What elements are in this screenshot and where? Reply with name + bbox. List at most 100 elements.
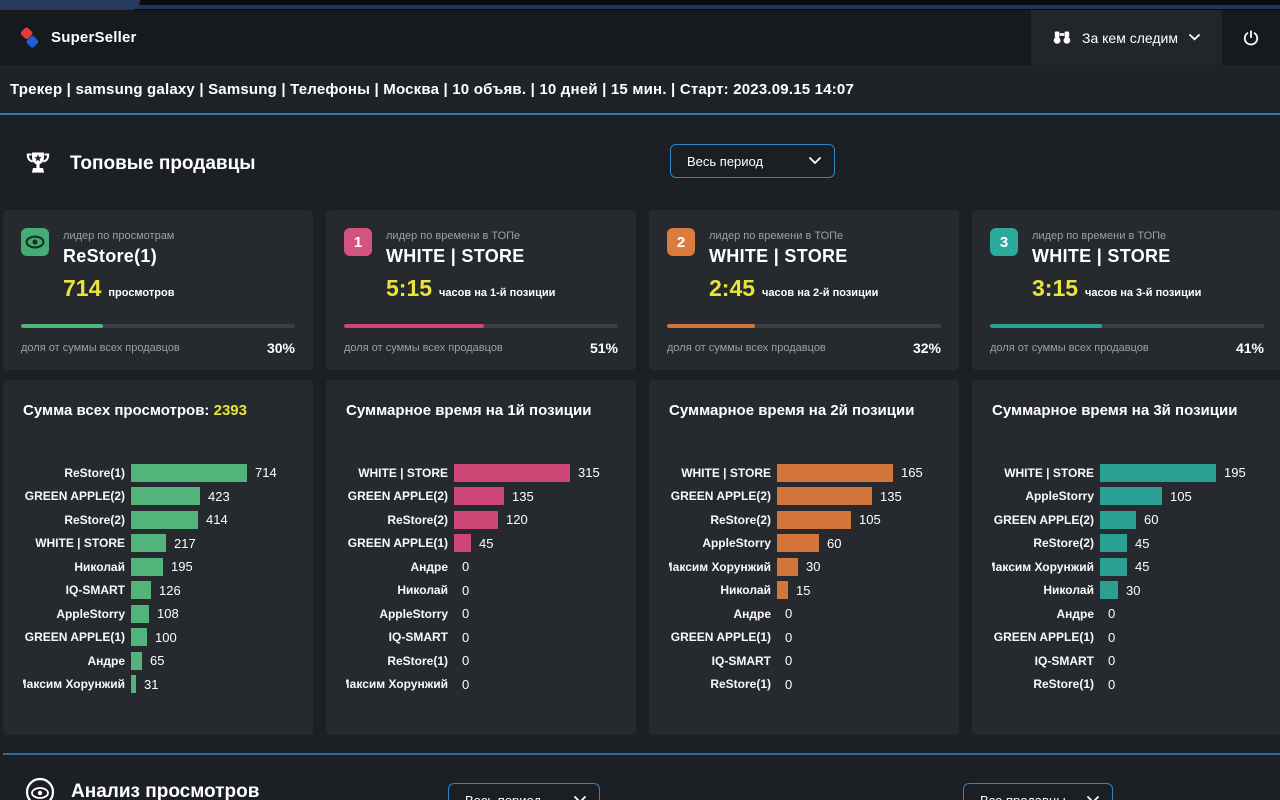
- leader-type-label: лидер по времени в ТОПе: [386, 230, 555, 242]
- brand[interactable]: SuperSeller: [0, 26, 137, 49]
- chart-row-label-text: ReStore(2): [1033, 536, 1094, 550]
- chart-card-1: Сумма всех просмотров: 2393ReStore(1)714…: [3, 380, 313, 735]
- chart-bar: [1100, 511, 1136, 529]
- power-icon: [1242, 29, 1260, 47]
- share-progress-track: [990, 324, 1264, 328]
- chart-row-label: ReStore(1): [669, 677, 771, 691]
- chart-title-text: Суммарное время на 1й позиции: [346, 402, 591, 419]
- analysis-sellers-select[interactable]: Все продавцы: [963, 783, 1113, 800]
- browser-toolbar-edge: [0, 5, 1280, 9]
- stat-card-top: 1лидер по времени в ТОПеWHITE | STORE5:1…: [344, 228, 618, 302]
- chart-row-label: Максим Хорунжий: [992, 560, 1094, 574]
- navbar-right: За кем следим: [1031, 10, 1280, 65]
- share-progress-fill: [21, 324, 103, 328]
- watch-menu-button[interactable]: За кем следим: [1031, 10, 1222, 65]
- chart-row-label-text: ReStore(1): [387, 654, 448, 668]
- binoculars-icon: [1053, 30, 1071, 45]
- chart-row-label-text: WHITE | STORE: [1004, 466, 1094, 480]
- chart-bar: [1100, 534, 1127, 552]
- chart-row-label-text: AppleStorry: [702, 536, 771, 550]
- chart-row-label-text: Андре: [733, 607, 771, 621]
- chart-row: Николай195: [23, 555, 293, 579]
- chart-bar-value: 0: [462, 583, 469, 598]
- breadcrumb-text: Трекер | samsung galaxy | Samsung | Теле…: [10, 81, 854, 98]
- chart-bar-value: 30: [1126, 583, 1140, 598]
- chart-bar-value: 0: [1108, 630, 1115, 645]
- browser-tab[interactable]: [0, 0, 140, 10]
- rank-3-badge-icon: 3: [990, 228, 1018, 256]
- chart-bar-value: 423: [208, 489, 230, 504]
- share-progress-track: [667, 324, 941, 328]
- chart-row-label: GREEN APPLE(2): [669, 489, 771, 503]
- chart-row-label-text: ReStore(1): [64, 466, 125, 480]
- period-select[interactable]: Весь период: [670, 144, 835, 178]
- chart-bar: [777, 581, 788, 599]
- chart-bar-value: 30: [806, 559, 820, 574]
- leader-value: 714: [63, 275, 101, 302]
- views-analysis-title: Анализ просмотров: [71, 781, 259, 800]
- chart-bar-value: 45: [1135, 536, 1149, 551]
- chart-row: Андре65: [23, 649, 293, 673]
- analysis-period-select[interactable]: Весь период: [448, 783, 600, 800]
- chart-row-label-text: Андре: [1056, 607, 1094, 621]
- period-select-value: Весь период: [687, 154, 763, 169]
- chart-row-label: Николай: [23, 560, 125, 574]
- chart-row-label-text: ReStore(1): [710, 677, 771, 691]
- chart-row-label: WHITE | STORE: [992, 466, 1094, 480]
- chart-row: Андре0: [346, 555, 616, 579]
- chart-bar-value: 315: [578, 465, 600, 480]
- chart-row-label: IQ-SMART: [669, 654, 771, 668]
- power-button[interactable]: [1222, 10, 1280, 65]
- chart-bar-value: 0: [785, 606, 792, 621]
- share-percent: 30%: [267, 340, 295, 356]
- top-sellers-section: Топовые продавцы Весь период лидер по пр…: [3, 141, 1280, 735]
- share-percent: 41%: [1236, 340, 1264, 356]
- chart-bar-value: 165: [901, 465, 923, 480]
- chart-row-label: Андре: [992, 607, 1094, 621]
- leader-seller-name: WHITE | STORE: [709, 246, 878, 267]
- chart-rows: WHITE | STORE195AppleStorry105GREEN APPL…: [992, 461, 1262, 696]
- chart-bar: [454, 487, 504, 505]
- chart-bar-value: 126: [159, 583, 181, 598]
- breadcrumb: Трекер | samsung galaxy | Samsung | Теле…: [0, 65, 1280, 115]
- stat-card-bottom: доля от суммы всех продавцов32%: [667, 340, 941, 356]
- chart-row-label: AppleStorry: [992, 489, 1094, 503]
- leader-value-row: 2:45часов на 2-й позиции: [709, 275, 878, 302]
- share-progress-track: [344, 324, 618, 328]
- chart-bar-value: 31: [144, 677, 158, 692]
- leader-value: 5:15: [386, 275, 432, 302]
- chart-row: ReStore(1)714: [23, 461, 293, 485]
- chart-row-label: GREEN APPLE(1): [669, 630, 771, 644]
- top-seller-card-4: 3лидер по времени в ТОПеWHITE | STORE3:1…: [972, 210, 1280, 370]
- chart-row-label-text: IQ-SMART: [712, 654, 771, 668]
- chart-row-label-text: ReStore(2): [387, 513, 448, 527]
- chart-row: IQ-SMART126: [23, 579, 293, 603]
- chart-bar-value: 195: [1224, 465, 1246, 480]
- chart-bar-value: 108: [157, 606, 179, 621]
- chart-bar-value: 0: [785, 630, 792, 645]
- chart-row-label: ReStore(1): [23, 466, 125, 480]
- leader-value-suffix: часов на 3-й позиции: [1085, 287, 1201, 299]
- trophy-icon: [24, 151, 52, 177]
- chart-bar-value: 135: [880, 489, 902, 504]
- chart-row: GREEN APPLE(1)45: [346, 532, 616, 556]
- chart-row: IQ-SMART0: [346, 626, 616, 650]
- chart-bar-value: 45: [479, 536, 493, 551]
- chart-row-label: WHITE | STORE: [23, 536, 125, 550]
- chart-row: GREEN APPLE(1)0: [992, 626, 1262, 650]
- chart-row-label: GREEN APPLE(1): [23, 630, 125, 644]
- chart-row-label: ReStore(2): [23, 513, 125, 527]
- chart-row: ReStore(2) 45: [992, 532, 1262, 556]
- chart-row-label-text: Андре: [410, 560, 448, 574]
- chart-bar: [1100, 558, 1127, 576]
- chart-bar: [777, 511, 851, 529]
- chart-row: AppleStorry 60: [669, 532, 939, 556]
- chart-row-label: Максим Хорунжий: [669, 560, 771, 574]
- chart-row: AppleStorry0: [346, 602, 616, 626]
- chart-row-label: AppleStorry: [23, 607, 125, 621]
- chart-title: Суммарное время на 3й позиции: [992, 402, 1262, 419]
- chevron-down-icon: [809, 157, 821, 165]
- stat-card-top: 2лидер по времени в ТОПеWHITE | STORE2:4…: [667, 228, 941, 302]
- chart-row-label-text: Максим Хорунжий: [992, 560, 1094, 574]
- chart-bar-value: 60: [827, 536, 841, 551]
